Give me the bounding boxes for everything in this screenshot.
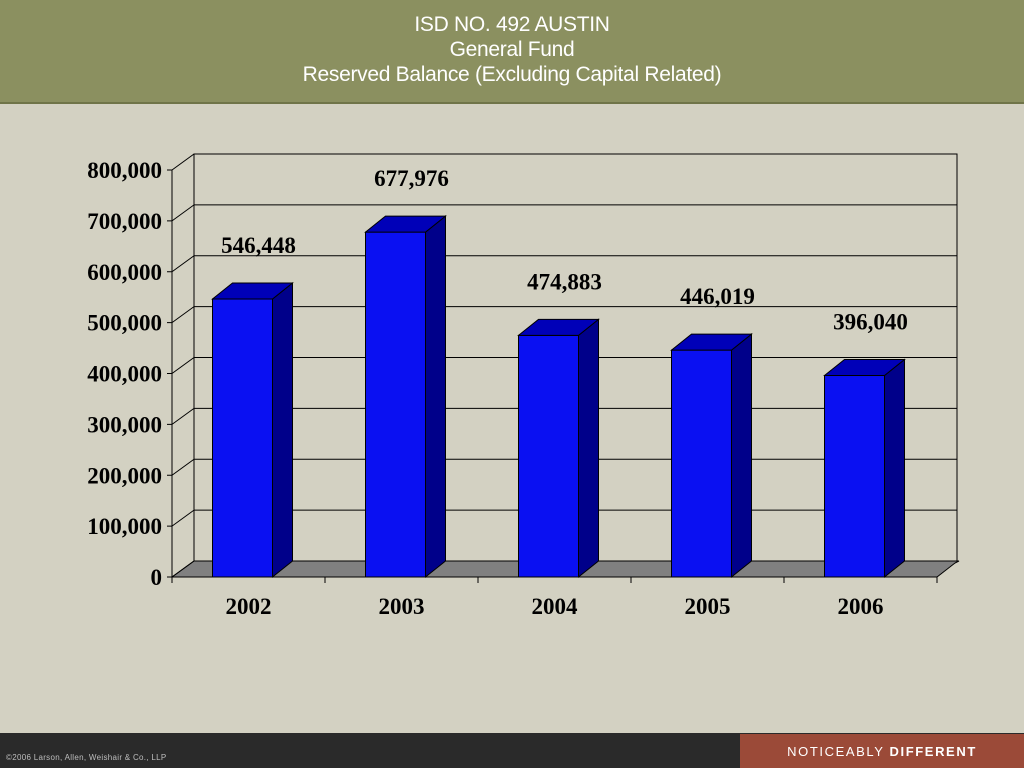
y-tick-label: 0 [151,565,163,590]
slide-header: ISD NO. 492 AUSTIN General Fund Reserved… [0,0,1024,104]
y-tick-label: 800,000 [87,158,162,183]
bar-front [365,231,426,578]
left-wall-line [171,560,195,578]
left-wall-line [171,204,195,222]
y-tick-label: 200,000 [87,463,162,488]
title-line-3: Reserved Balance (Excluding Capital Rela… [302,63,722,86]
data-label: 546,448 [221,233,296,258]
y-tick-label: 100,000 [87,514,162,539]
y-tick-label: 500,000 [87,311,162,336]
bar-side [425,215,446,579]
title-line-2: General Fund [449,38,575,61]
left-wall-line [171,306,195,324]
bar-top [823,359,906,377]
data-label: 446,019 [680,284,755,309]
tagline-badge: NOTICEABLY DIFFERENT [740,734,1024,768]
bar-top [670,333,753,351]
left-wall-line [171,458,195,476]
bar-front [824,375,885,578]
data-label: 677,976 [374,166,449,191]
bar-side [578,318,599,579]
data-label: 396,040 [833,310,908,335]
left-wall-line [171,509,195,527]
y-tick-label: 400,000 [87,362,162,387]
x-tick-label: 2004 [532,594,579,619]
data-label: 474,883 [527,269,602,294]
bar-top [517,318,600,336]
bar-top [211,282,294,300]
x-tick-label: 2002 [226,594,272,619]
left-wall-line [171,255,195,273]
bar-front [671,349,732,578]
bar-front [212,298,273,578]
y-tick-label: 600,000 [87,260,162,285]
bar-side [731,333,752,579]
tagline-regular: NOTICEABLY [787,743,885,759]
left-wall-line [171,407,195,425]
bar-top [364,215,447,233]
x-tick-label: 2006 [838,594,884,619]
left-wall-line [171,153,195,171]
y-tick-label: 700,000 [87,209,162,234]
bar-front [518,334,579,578]
bar-chart: 0 100,000 200,000 300,000 400,000 500,000 600,… [87,153,960,619]
copyright-text: ©2006 Larson, Allen, Weishair & Co., LLP [6,753,167,762]
tagline-bold: DIFFERENT [889,743,977,759]
y-tick-label: 300,000 [87,412,162,437]
bar-side [884,358,905,579]
x-tick-label: 2005 [685,594,731,619]
left-wall-line [171,357,195,374]
x-tick-label: 2003 [379,594,425,619]
chart-area: 0 100,000 200,000 300,000 400,000 500,000 600,… [0,104,1024,734]
title-line-1: ISD NO. 492 AUSTIN [414,13,610,36]
footer-bar: ©2006 Larson, Allen, Weishair & Co., LLP… [0,733,1024,768]
bar-side [272,281,293,579]
